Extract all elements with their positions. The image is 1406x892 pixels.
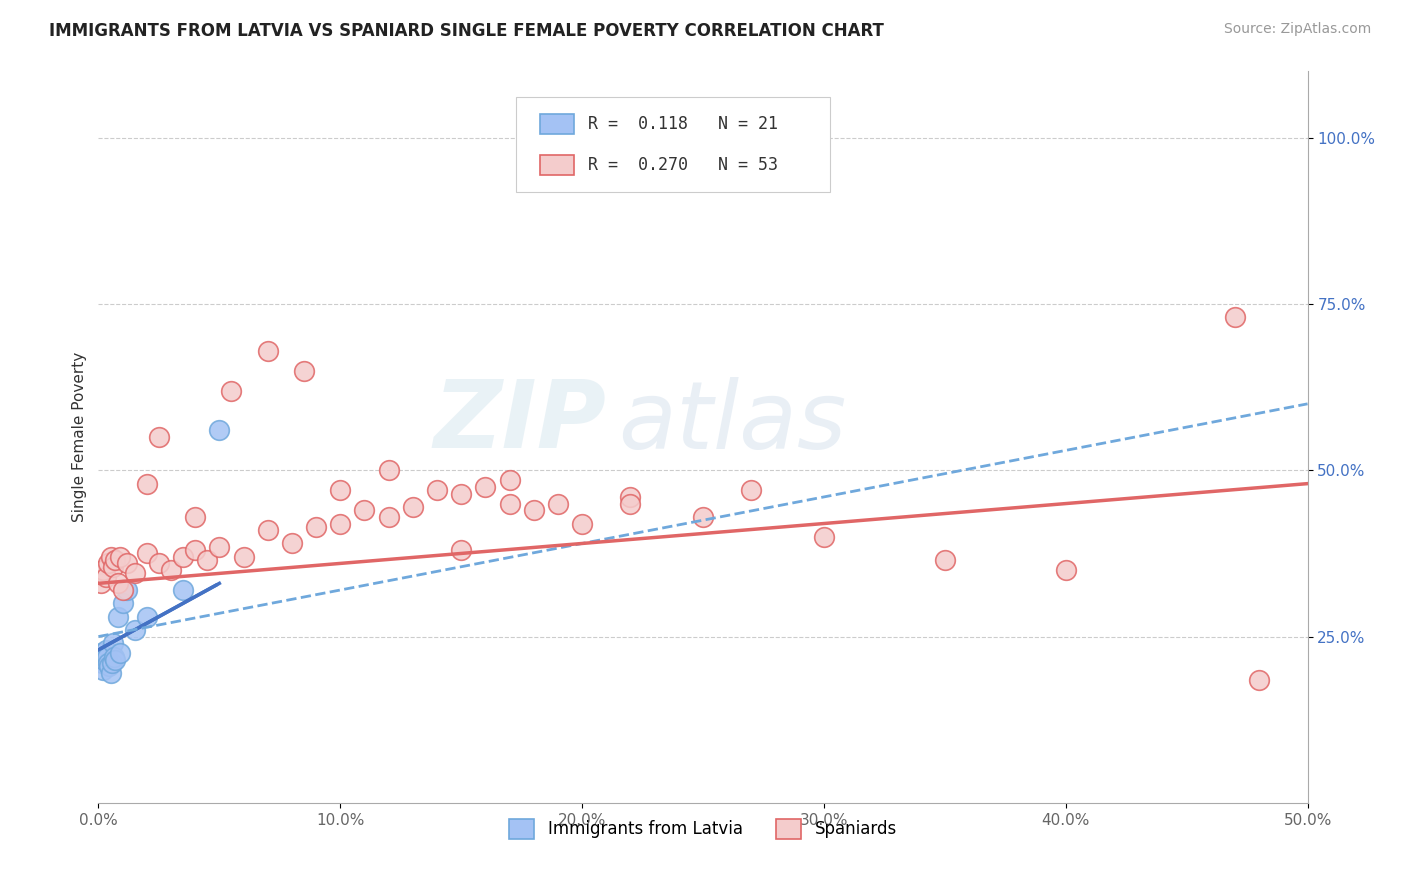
Y-axis label: Single Female Poverty: Single Female Poverty — [72, 352, 87, 522]
Point — [208, 424, 231, 438]
Point — [498, 497, 520, 511]
Legend: Immigrants from Latvia, Spaniards: Immigrants from Latvia, Spaniards — [503, 812, 903, 846]
Point — [107, 576, 129, 591]
Point — [91, 663, 114, 677]
Point — [172, 549, 194, 564]
Point — [426, 483, 449, 498]
Point — [208, 540, 231, 554]
Point — [117, 557, 139, 571]
Point — [148, 430, 170, 444]
Point — [107, 609, 129, 624]
Point — [813, 530, 835, 544]
Point — [1054, 563, 1077, 577]
Point — [195, 553, 218, 567]
Point — [101, 636, 124, 650]
Point — [98, 659, 121, 673]
Text: IMMIGRANTS FROM LATVIA VS SPANIARD SINGLE FEMALE POVERTY CORRELATION CHART: IMMIGRANTS FROM LATVIA VS SPANIARD SINGL… — [49, 22, 884, 40]
Point — [305, 520, 328, 534]
Point — [101, 559, 124, 574]
Point — [91, 563, 114, 577]
Point — [1223, 310, 1246, 325]
Point — [377, 509, 399, 524]
Point — [934, 553, 956, 567]
Point — [100, 549, 122, 564]
Point — [96, 649, 118, 664]
Point — [740, 483, 762, 498]
Point — [117, 582, 139, 597]
Point — [111, 596, 134, 610]
Text: R =  0.270   N = 53: R = 0.270 N = 53 — [588, 156, 778, 174]
Point — [329, 516, 352, 531]
Point — [100, 666, 122, 681]
Point — [1249, 673, 1271, 687]
Point — [474, 480, 496, 494]
Point — [135, 546, 157, 560]
Text: atlas: atlas — [619, 377, 846, 468]
Point — [402, 500, 425, 514]
Point — [100, 656, 122, 670]
Point — [292, 363, 315, 377]
Point — [450, 486, 472, 500]
Point — [94, 570, 117, 584]
Point — [172, 582, 194, 597]
Point — [148, 557, 170, 571]
Point — [111, 582, 134, 597]
Point — [184, 509, 207, 524]
Point — [571, 516, 593, 531]
Bar — [540, 154, 574, 175]
Point — [108, 549, 131, 564]
Point — [90, 576, 112, 591]
Point — [93, 653, 115, 667]
Point — [97, 656, 120, 670]
Point — [135, 609, 157, 624]
FancyBboxPatch shape — [516, 97, 830, 192]
Point — [135, 476, 157, 491]
Text: ZIP: ZIP — [433, 376, 606, 468]
Point — [619, 497, 641, 511]
Point — [108, 646, 131, 660]
Point — [90, 646, 112, 660]
Point — [353, 503, 375, 517]
Point — [256, 523, 278, 537]
Point — [692, 509, 714, 524]
Point — [221, 384, 243, 398]
Point — [281, 536, 304, 550]
Text: R =  0.118   N = 21: R = 0.118 N = 21 — [588, 115, 778, 133]
Point — [329, 483, 352, 498]
Point — [450, 543, 472, 558]
Point — [377, 463, 399, 477]
Point — [232, 549, 254, 564]
Point — [523, 503, 546, 517]
Point — [498, 473, 520, 487]
Point — [547, 497, 569, 511]
Point — [160, 563, 183, 577]
Point — [184, 543, 207, 558]
Bar — [540, 114, 574, 135]
Point — [103, 649, 125, 664]
Point — [91, 656, 114, 670]
Point — [619, 490, 641, 504]
Point — [104, 553, 127, 567]
Point — [97, 557, 120, 571]
Point — [256, 343, 278, 358]
Point — [124, 566, 146, 581]
Point — [94, 643, 117, 657]
Point — [124, 623, 146, 637]
Text: Source: ZipAtlas.com: Source: ZipAtlas.com — [1223, 22, 1371, 37]
Point — [104, 653, 127, 667]
